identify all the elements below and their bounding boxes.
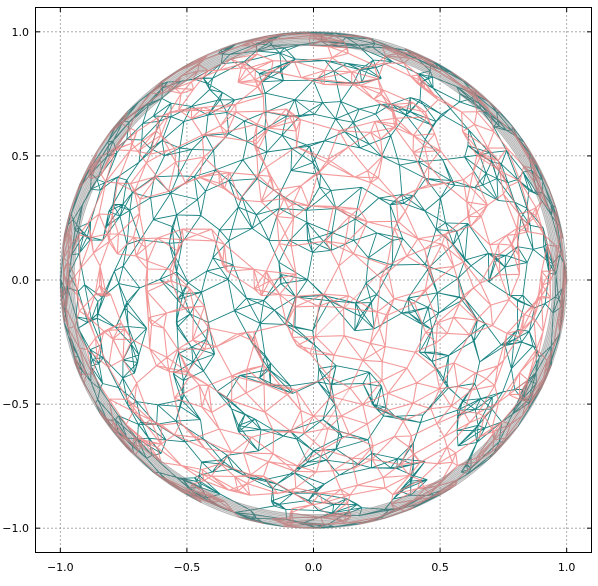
- x-tick-label: 1.0: [558, 561, 576, 574]
- y-tick-label: −1.0: [2, 522, 29, 535]
- y-tick-label: 0.0: [12, 274, 30, 287]
- y-axis: −1.0 −0.5 0.0 0.5 1.0: [2, 26, 592, 535]
- x-tick-label: −0.5: [174, 561, 201, 574]
- mesh-edges-front: [59, 31, 568, 529]
- y-tick-label: 1.0: [12, 26, 30, 39]
- outline-ring: [59, 31, 568, 529]
- x-axis: −1.0 −0.5 0.0 0.5 1.0: [47, 7, 575, 574]
- x-tick-label: 0.0: [305, 561, 323, 574]
- y-tick-label: 0.5: [12, 150, 30, 163]
- x-tick-label: 0.5: [431, 561, 449, 574]
- sphere-mesh: [59, 31, 568, 529]
- outline-ring: [71, 43, 556, 517]
- outline-ring: [61, 32, 566, 528]
- plot-area: [35, 7, 592, 553]
- outline-ring: [64, 35, 563, 525]
- x-tick-label: −1.0: [47, 561, 74, 574]
- outline-ring: [73, 44, 554, 516]
- y-tick-label: −0.5: [2, 398, 29, 411]
- outline-ring: [68, 40, 559, 520]
- outline-ring: [62, 34, 565, 526]
- outline-ring: [70, 41, 557, 519]
- outline-ring: [65, 37, 562, 523]
- outline-ring: [67, 38, 560, 522]
